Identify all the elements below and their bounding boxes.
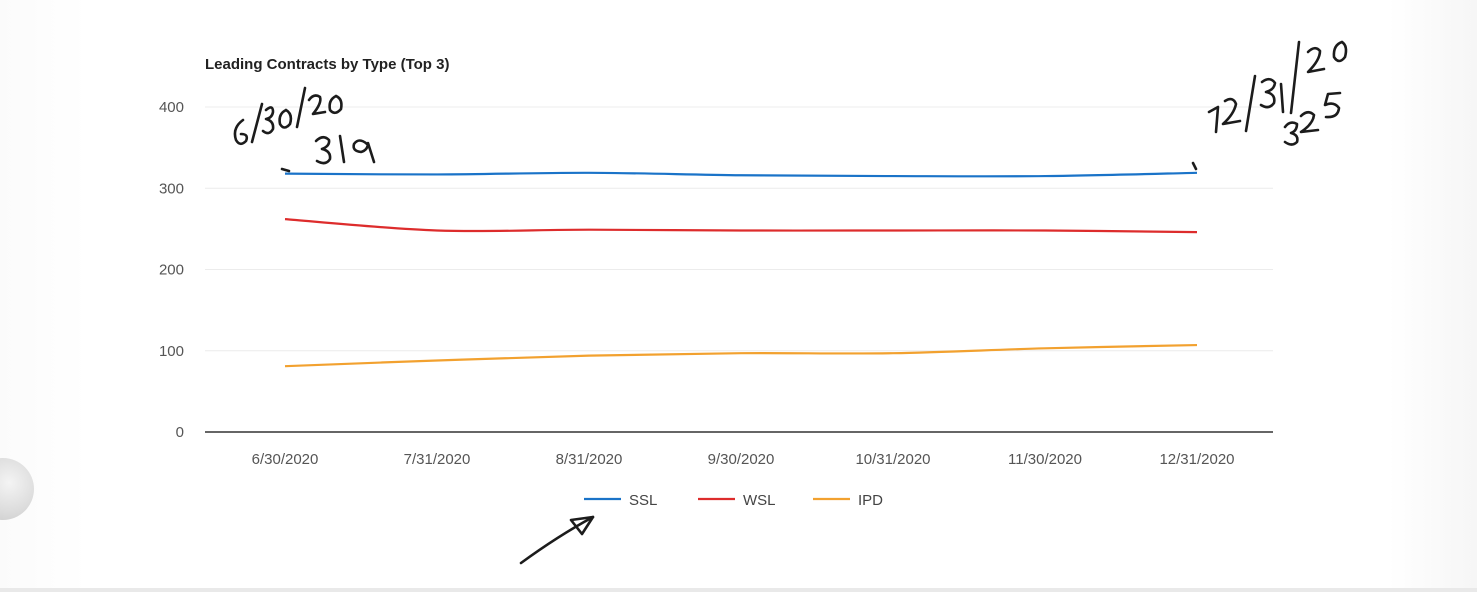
handwritten-arrow <box>519 515 595 565</box>
series-lines <box>284 171 1198 368</box>
y-tick-label: 200 <box>159 262 184 279</box>
y-tick-label: 100 <box>159 343 184 360</box>
x-tick-label: 10/31/2020 <box>855 451 930 468</box>
y-tick-label: 400 <box>159 99 184 116</box>
x-tick-label: 11/30/2020 <box>1008 451 1082 468</box>
y-axis-ticks: 400 300 200 100 0 <box>159 99 184 441</box>
x-axis-ticks: 6/30/2020 7/31/2020 8/31/2020 9/30/2020 10/3… <box>252 451 1235 468</box>
legend-label-wsl: WSL <box>743 492 776 509</box>
chart-title: Leading Contracts by Type (Top 3) <box>205 56 449 73</box>
x-tick-label: 6/30/2020 <box>252 451 319 468</box>
y-tick-label: 300 <box>159 180 184 197</box>
x-tick-label: 8/31/2020 <box>556 451 623 468</box>
series-line-ssl <box>284 171 1198 178</box>
legend-label-ssl: SSL <box>629 492 657 509</box>
x-tick-label: 7/31/2020 <box>404 451 471 468</box>
page-bottom-edge <box>0 588 1477 592</box>
series-line-ipd <box>284 343 1198 368</box>
x-tick-label: 9/30/2020 <box>708 451 775 468</box>
x-tick-label: 12/31/2020 <box>1159 451 1234 468</box>
legend: SSL WSL IPD <box>584 492 883 509</box>
handwritten-note-right <box>1191 40 1348 171</box>
y-tick-label: 0 <box>176 424 184 441</box>
handwritten-note-left <box>233 86 376 173</box>
legend-label-ipd: IPD <box>858 492 883 509</box>
gridlines <box>205 106 1273 433</box>
series-line-wsl <box>284 218 1198 234</box>
